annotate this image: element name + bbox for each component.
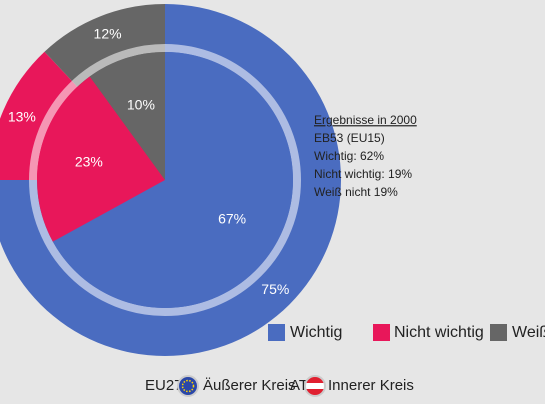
ring-name: AT <box>290 377 308 394</box>
annotation-title: Ergebnisse in 2000 <box>314 113 417 127</box>
ring-name: EU27 <box>145 377 183 394</box>
legend-swatch <box>490 324 507 341</box>
slice-label: 10% <box>127 97 155 113</box>
ring-separator <box>29 44 301 316</box>
slice-label: 75% <box>261 281 289 297</box>
legend-label: Weiß nicht <box>512 324 545 341</box>
legend-label: Nicht wichtig <box>394 324 484 341</box>
annotation-line: Nicht wichtig: 19% <box>314 167 412 181</box>
ring-label: Innerer Kreis <box>328 377 414 394</box>
slice-label: 67% <box>218 210 246 226</box>
annotation-line: Wichtig: 62% <box>314 149 384 163</box>
legend-label: Wichtig <box>290 324 342 341</box>
eu-flag-icon <box>177 375 199 397</box>
slice-label: 12% <box>94 26 122 42</box>
pie: 75% 13% 12% 67% 23% 10% <box>0 3 341 356</box>
pie-slice <box>36 76 165 242</box>
slice-label: 13% <box>8 109 36 125</box>
pie-slice <box>52 52 293 308</box>
legend: Wichtig Nicht wichtig Weiß nicht <box>268 324 545 341</box>
ring-label: Äußerer Kreis <box>203 377 296 394</box>
pie-slice <box>89 52 165 180</box>
legend-swatch <box>373 324 390 341</box>
at-flag-icon <box>304 375 326 397</box>
annotation-line: Weiß nicht 19% <box>314 185 398 199</box>
legend-swatch <box>268 324 285 341</box>
annotation-line: EB53 (EU15) <box>314 131 385 145</box>
slice-label: 23% <box>75 154 103 170</box>
